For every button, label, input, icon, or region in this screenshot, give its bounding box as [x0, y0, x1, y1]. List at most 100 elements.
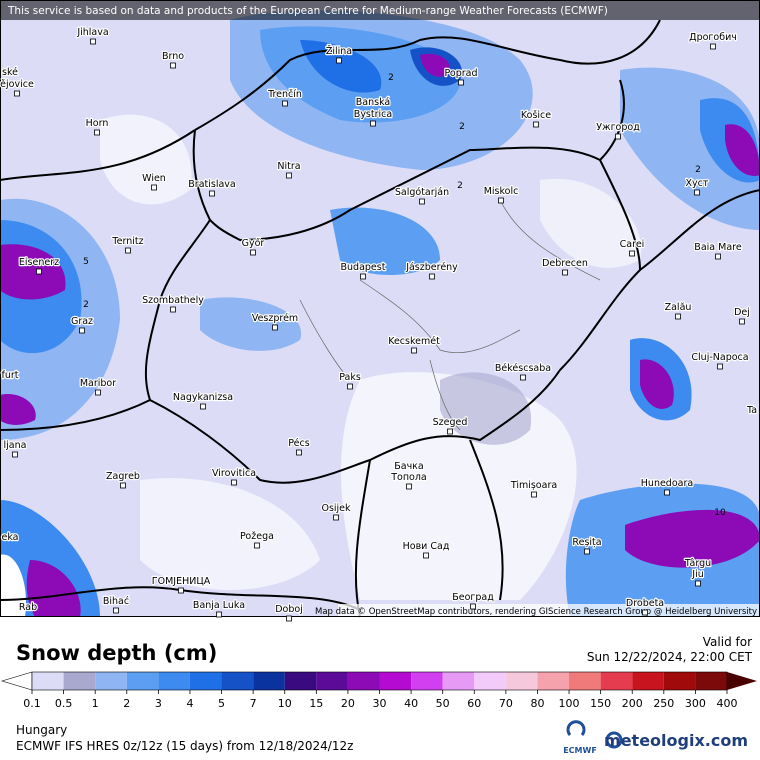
city-label: Brno	[162, 51, 184, 62]
city-marker	[531, 491, 537, 498]
colorbar: 0.1 0.5 1 2 3 4 5 7 10 15 20 30 40 50 60 70 80 100 150 200 2…	[0, 671, 757, 710]
city-label: Jihlava	[76, 27, 108, 38]
city-marker	[347, 383, 353, 390]
city-label: Нови Сад	[403, 541, 450, 552]
legend-swatch	[158, 672, 190, 690]
legend-swatch	[600, 672, 633, 690]
legend-title: Snow depth (cm)	[16, 641, 217, 665]
city-marker	[272, 324, 278, 331]
legend-tick-label: 20	[341, 697, 355, 710]
contour-label: 5	[83, 257, 89, 267]
contour-label: 2	[388, 73, 394, 83]
city-marker	[360, 273, 366, 280]
city-label: Békéscsaba	[495, 363, 551, 374]
legend-swatch	[442, 672, 475, 690]
legend-tick-label: 250	[653, 697, 674, 710]
legend-swatch	[411, 672, 443, 690]
region-borders	[299, 199, 601, 431]
city-marker	[370, 120, 376, 127]
attribution: Map data © OpenStreetMap contributors, r…	[315, 607, 757, 617]
city-label: ské	[2, 67, 18, 78]
model-info: ECMWF IFS HRES 0z/12z (15 days) from 12/…	[16, 739, 353, 753]
contour-label: 2	[457, 181, 463, 191]
city-label: Pécs	[288, 438, 309, 449]
city-marker	[447, 428, 453, 435]
city-layer: Jihlava Brno Žilina Poprad Дрогобич skéějovic…	[0, 26, 758, 622]
city-marker	[282, 100, 288, 107]
legend: Snow depth (cm) 0.1 0.5 1 2 3 4 5 7 10 15 20 30 40 50…	[0, 641, 757, 710]
legend-tick-label: 400	[717, 697, 738, 710]
legend-swatch	[32, 672, 64, 690]
city-label: Veszprém	[252, 313, 298, 324]
city-label: Ternitz	[111, 236, 143, 247]
ecmwf-label: ECMWF	[563, 746, 597, 755]
map: This service is based on data and produc…	[0, 0, 760, 618]
city-marker	[120, 482, 126, 489]
city-marker	[14, 90, 20, 97]
legend-tick-label: 5	[218, 697, 225, 710]
legend-tick-label: 30	[373, 697, 387, 710]
city-label: Ужгород	[596, 122, 640, 133]
city-label: Jiu	[691, 569, 703, 580]
city-marker	[125, 247, 131, 254]
city-label: Trenčín	[267, 89, 302, 100]
city-marker	[675, 313, 681, 320]
city-marker	[717, 363, 723, 370]
legend-swatch	[347, 672, 380, 690]
brand-logo	[605, 731, 623, 749]
city-label: Carei	[620, 239, 645, 250]
legend-swatch	[189, 672, 222, 690]
city-label: furt	[2, 370, 19, 381]
city-marker	[642, 609, 648, 616]
legend-tick-label: 7	[250, 697, 257, 710]
legend-tick-label: 60	[467, 697, 481, 710]
legend-swatch	[284, 672, 317, 690]
legend-tick-label: 2	[123, 697, 130, 710]
city-marker	[429, 273, 435, 280]
city-marker	[254, 542, 260, 549]
city-marker	[406, 483, 412, 490]
city-label: Bratislava	[188, 179, 235, 190]
city-label: ějovice	[0, 79, 34, 90]
legend-tick-label: 80	[530, 697, 544, 710]
legend-tick-label: 0.1	[23, 697, 41, 710]
city-label: Rab	[19, 602, 37, 613]
snow-shading	[0, 10, 760, 617]
contour-label: 2	[459, 122, 465, 132]
city-marker	[113, 607, 119, 614]
city-label: Хуст	[686, 178, 709, 189]
city-marker	[411, 347, 417, 354]
city-marker	[12, 451, 18, 458]
city-label: Dej	[734, 307, 750, 318]
city-label: Bihać	[103, 596, 129, 607]
footer: Valid for Sun 12/22/2024, 22:00 CET Hung…	[16, 635, 753, 755]
city-label: Budapest	[341, 262, 386, 273]
legend-swatch	[632, 672, 664, 690]
legend-tick-label: 50	[436, 697, 450, 710]
city-marker	[286, 615, 292, 622]
city-label: Београд	[452, 592, 494, 603]
city-marker	[423, 552, 429, 559]
legend-swatch	[727, 672, 757, 690]
city-label: Kecskemét	[388, 336, 440, 347]
city-label: Poprad	[445, 68, 478, 79]
city-marker	[584, 548, 590, 555]
city-marker	[520, 374, 526, 381]
notice: This service is based on data and produc…	[7, 5, 608, 17]
city-label: Virovitica	[212, 468, 256, 479]
city-label: Zalău	[665, 302, 692, 313]
legend-swatch	[474, 672, 506, 690]
city-label: Wien	[142, 173, 166, 184]
city-marker	[151, 184, 157, 191]
city-label: Bystrica	[354, 109, 392, 120]
notice-banner	[0, 0, 760, 20]
city-label: Eisenerz	[19, 257, 59, 268]
city-marker	[94, 129, 100, 136]
city-marker	[458, 79, 464, 86]
contour-label: 2	[695, 165, 701, 175]
city-label: Jászberény	[405, 262, 458, 273]
city-label: Nitra	[277, 161, 300, 172]
legend-swatch	[663, 672, 696, 690]
city-label: Graz	[71, 316, 93, 327]
